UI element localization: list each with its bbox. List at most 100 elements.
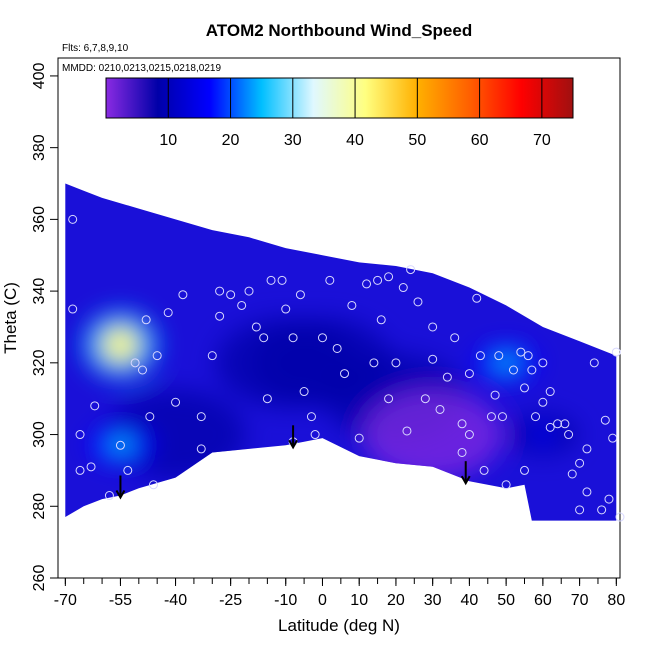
sample-marker	[299, 387, 309, 397]
y-tick-label: 300	[31, 421, 48, 448]
sample-marker	[90, 401, 100, 411]
sample-marker	[567, 469, 577, 479]
y-tick-label: 260	[31, 565, 48, 592]
hotspot-core	[108, 437, 133, 454]
sample-marker	[516, 347, 526, 357]
arrow-head	[460, 475, 471, 486]
x-tick-label: 0	[318, 592, 327, 609]
x-tick-label: -40	[164, 592, 187, 609]
colorbar-tick-label: 50	[408, 132, 426, 149]
sample-marker	[508, 365, 518, 375]
sample-marker	[575, 458, 585, 468]
sample-marker	[501, 480, 511, 490]
sample-marker	[538, 358, 548, 368]
colorbar-tick-label: 70	[533, 132, 551, 149]
sample-marker	[398, 283, 408, 293]
sample-marker	[130, 358, 140, 368]
colorbar-tick-label: 30	[284, 132, 302, 149]
x-tick-label: -10	[274, 592, 297, 609]
sample-marker	[178, 290, 188, 300]
sample-marker	[490, 390, 500, 400]
sample-marker	[597, 505, 607, 515]
colorbar-tick-label: 60	[471, 132, 489, 149]
sample-marker	[277, 275, 287, 285]
x-axis: -70 -55 -40 -25 -10 0 10 20 30 40 50 60 70 80	[54, 578, 625, 609]
sample-marker	[86, 462, 96, 472]
sample-marker	[75, 430, 85, 440]
sample-marker	[325, 275, 335, 285]
y-axis-label: Theta (C)	[1, 282, 20, 354]
sample-marker	[68, 304, 78, 314]
sample-marker	[428, 354, 438, 364]
sample-marker	[237, 300, 247, 310]
sample-marker	[163, 308, 173, 318]
sample-marker	[608, 433, 618, 443]
sample-marker	[152, 351, 162, 361]
sample-marker	[340, 369, 350, 379]
sample-marker	[149, 480, 159, 490]
x-tick-label: -70	[54, 592, 77, 609]
sample-marker	[226, 290, 236, 300]
sample-marker	[494, 351, 504, 361]
hotspot-core	[494, 354, 519, 371]
sample-marker	[369, 358, 379, 368]
sample-marker	[376, 315, 386, 325]
x-tick-label: 80	[607, 592, 625, 609]
sample-marker	[582, 487, 592, 497]
sample-marker	[295, 290, 305, 300]
sample-marker	[589, 358, 599, 368]
dates-note: MMDD: 0210,0213,0215,0218,0219	[62, 63, 221, 74]
sample-marker	[486, 412, 496, 422]
tropopause-arrows	[115, 425, 471, 500]
sample-marker	[575, 505, 585, 515]
sample-marker	[519, 465, 529, 475]
sample-marker	[523, 351, 533, 361]
sample-marker	[428, 322, 438, 332]
y-tick-label: 380	[31, 134, 48, 161]
y-axis: 260 280 300 320 340 360 380 400	[31, 62, 58, 591]
arrow-head	[115, 490, 126, 500]
sample-marker	[457, 447, 467, 457]
sample-marker	[262, 394, 272, 404]
x-tick-label: 10	[350, 592, 368, 609]
sample-marker	[560, 419, 570, 429]
hotspot-core	[102, 326, 139, 363]
field-blob	[215, 317, 356, 408]
sample-marker	[420, 394, 430, 404]
sample-marker	[75, 465, 85, 475]
sample-marker	[196, 444, 206, 454]
colorbar-tick-label: 40	[346, 132, 364, 149]
x-tick-label: 70	[571, 592, 589, 609]
sample-marker	[384, 394, 394, 404]
sample-marker	[347, 300, 357, 310]
sample-marker	[391, 358, 401, 368]
sample-marker	[123, 465, 133, 475]
sample-marker	[354, 433, 364, 443]
field-blobs	[82, 310, 577, 480]
y-tick-label: 360	[31, 206, 48, 233]
sample-marker	[450, 333, 460, 343]
flights-note: Flts: 6,7,8,9,10	[62, 43, 129, 54]
x-tick-label: 40	[461, 592, 479, 609]
x-axis-label: Latitude (deg N)	[278, 616, 400, 635]
sample-marker	[317, 333, 327, 343]
sample-marker	[207, 351, 217, 361]
x-tick-label: -55	[109, 592, 132, 609]
sample-marker	[251, 322, 261, 332]
sample-marker	[104, 491, 114, 501]
sample-marker	[115, 440, 125, 450]
sample-marker	[604, 494, 614, 504]
sample-marker	[600, 415, 610, 425]
sample-marker	[332, 343, 342, 353]
sample-marker	[538, 397, 548, 407]
colorbar-tick-label: 20	[222, 132, 240, 149]
sample-points	[68, 214, 625, 522]
sample-marker	[553, 419, 563, 429]
x-tick-label: 50	[497, 592, 515, 609]
sample-marker	[306, 412, 316, 422]
sample-marker	[215, 311, 225, 321]
sample-marker	[384, 272, 394, 282]
y-tick-label: 400	[31, 62, 48, 89]
field-blob	[362, 389, 503, 480]
